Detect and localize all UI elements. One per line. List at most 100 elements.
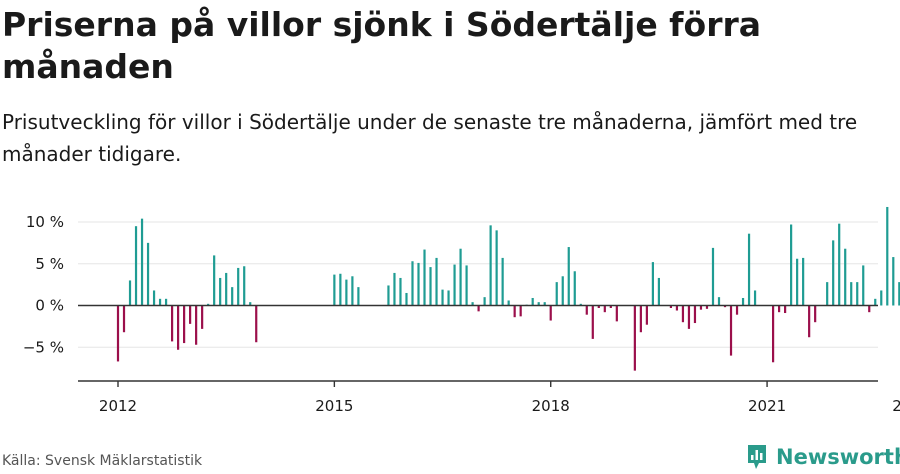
bar [585,305,588,315]
bar [237,267,240,306]
bar [741,297,745,306]
bar [603,305,606,313]
bar [201,305,204,329]
bar [609,305,612,309]
bar [537,302,540,306]
bar [597,305,600,309]
bar [880,290,883,306]
bar [513,305,516,318]
bar [225,272,228,306]
bar [639,305,642,333]
bar [784,305,787,314]
bar [189,305,192,324]
x-tick-label: 2023 [892,397,900,415]
bar [874,298,877,306]
bar [435,257,438,306]
bar [633,305,636,371]
bar [850,282,853,306]
bar [814,305,817,323]
bar [465,265,468,306]
bar [555,282,558,306]
bar [453,264,456,306]
bar [561,276,564,306]
bar [898,282,900,306]
bar [699,305,703,310]
bar [531,297,534,306]
bar [790,224,793,306]
bar [116,305,120,362]
bar [146,242,150,306]
bar [796,258,799,306]
x-tick-label: 2012 [99,397,137,415]
bar [405,292,408,306]
bar [778,305,781,313]
x-tick-label: 2021 [748,397,786,415]
bar [459,248,462,306]
bar [441,289,444,306]
bar [399,277,402,306]
bar [669,305,673,309]
bar [687,305,691,329]
bar [387,285,390,306]
bar [892,257,895,306]
bar [249,302,252,306]
bar [333,274,336,306]
x-tick-label: 2015 [315,397,353,415]
bar [615,305,618,322]
bar [573,271,576,306]
bar [717,297,721,306]
bar [158,298,162,306]
y-tick-label: 0 % [35,297,64,315]
bar [567,247,570,306]
bar [886,206,889,306]
bar [651,262,654,306]
bar [183,305,186,344]
bar [543,302,546,306]
source-note: Källa: Svensk Mäklarstatistik [2,453,203,469]
bar [152,290,156,306]
page-title: Priserna på villor sjönk i Södertälje fö… [2,5,762,86]
bar [429,267,432,306]
bar [838,223,841,306]
bar [417,262,420,306]
bar [134,226,138,306]
bar [122,305,126,333]
bar [693,305,697,324]
y-tick-label: 10 % [26,213,64,231]
brand-logo[interactable]: Newsworthy [746,442,900,472]
bar [729,305,733,356]
bar [351,276,354,306]
bar [128,280,132,306]
bar [243,266,246,306]
bar [808,305,811,338]
bar [447,290,450,306]
brand-name: Newsworthy [776,445,900,469]
bar [357,287,360,306]
bar [771,305,775,363]
bar [207,303,210,306]
bar [219,277,222,306]
bar [868,305,871,313]
bar [549,305,552,321]
y-tick-label: −5 % [23,338,64,356]
bar [711,247,715,306]
bar [213,255,216,306]
bar [705,305,709,309]
bar [501,257,504,306]
bar [471,302,474,306]
bar [844,248,847,306]
bar [826,282,829,306]
bar [495,230,498,306]
bar [735,305,739,315]
bar [862,265,865,306]
bar [489,225,492,306]
bar [645,305,648,325]
bar [519,305,522,317]
bar [339,273,342,306]
bar [140,218,144,306]
bar [657,277,660,306]
bar [164,298,168,306]
bar [255,305,258,343]
y-tick-label: 5 % [35,255,64,273]
